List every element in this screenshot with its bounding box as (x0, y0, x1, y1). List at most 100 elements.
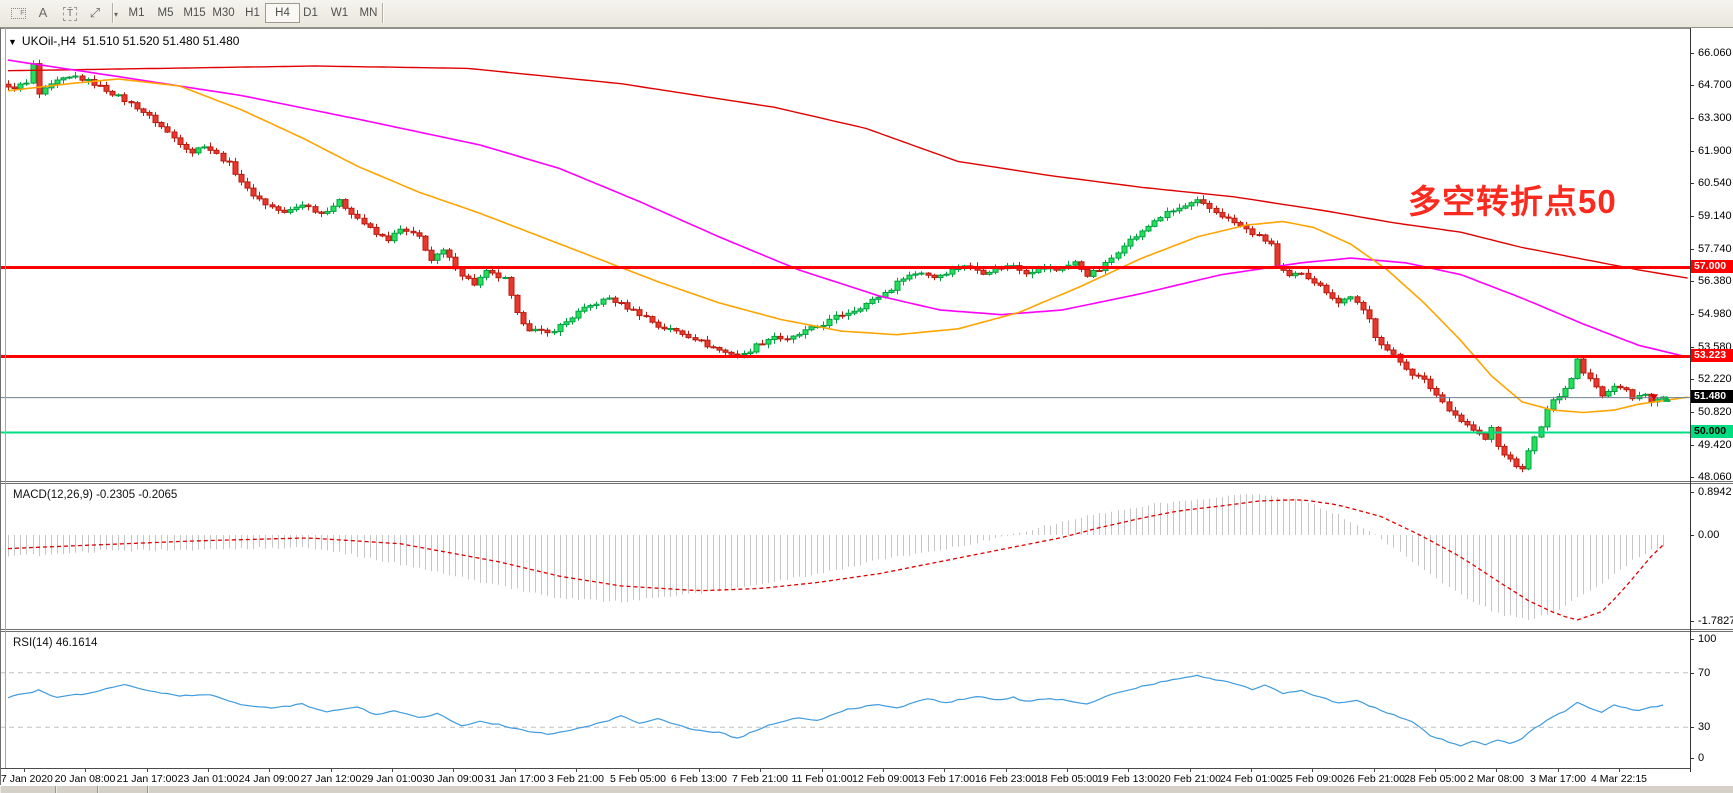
price-axis-line (1690, 28, 1691, 772)
dropdown-caret-icon[interactable]: ▾ (113, 10, 118, 19)
time-axis-label: 13 Feb 17:00 (913, 773, 975, 785)
time-axis-tick (453, 769, 454, 772)
timeframe-button-M1[interactable]: M1 (128, 7, 145, 19)
time-axis-tick (1496, 769, 1497, 772)
time-axis-label: 23 Jan 01:00 (177, 773, 239, 785)
price-axis-tick (1690, 673, 1694, 674)
time-axis-tick (638, 769, 639, 772)
macd-label: MACD(12,26,9) -0.2305 -0.2065 (13, 489, 178, 501)
time-axis-label: 12 Feb 09:00 (852, 773, 914, 785)
price-axis-label: 60.540 (1698, 177, 1732, 189)
timeframe-button-H1[interactable]: H1 (245, 7, 260, 19)
time-axis-tick (1312, 769, 1313, 772)
panel-separator (0, 483, 1733, 484)
price-axis-tick (1690, 445, 1694, 446)
rsi-plot (0, 672, 1690, 747)
time-axis-tick (1006, 769, 1007, 772)
rsi-panel[interactable]: RSI(14) 46.1614 (0, 632, 1690, 768)
time-axis-label: 25 Feb 09:00 (1281, 773, 1343, 785)
time-axis-tick (208, 769, 209, 772)
time-axis-label: 2 Mar 08:00 (1467, 773, 1525, 785)
time-axis-label: 11 Feb 01:00 (791, 773, 853, 785)
time-axis-tick (576, 769, 577, 772)
time-axis-label: 30 Jan 09:00 (422, 773, 484, 785)
text-label-tool-icon[interactable]: T (58, 3, 82, 23)
rsi-axis-label: 100 (1698, 633, 1717, 645)
time-axis-label: 3 Feb 21:00 (547, 773, 605, 785)
snap-to-grid-icon[interactable]: F (6, 3, 30, 23)
chart-tab[interactable] (0, 786, 56, 793)
time-axis-label: 4 Mar 22:15 (1590, 773, 1648, 785)
insert-text-icon[interactable]: A (38, 5, 48, 20)
arrow-objects-icon[interactable]: ⤢ (89, 5, 101, 20)
timeframe-button-M30[interactable]: M30 (212, 7, 235, 19)
macd-panel[interactable]: MACD(12,26,9) -0.2305 -0.2065 (0, 484, 1690, 629)
price-axis-tick (1690, 535, 1694, 536)
time-axis-label: 5 Feb 05:00 (609, 773, 667, 785)
rsi-axis-label: 30 (1698, 721, 1711, 733)
time-axis-tick (1558, 769, 1559, 772)
time-axis-tick (1067, 769, 1068, 772)
current-price-badge: 51.480 (1691, 390, 1733, 403)
price-axis-tick (1690, 281, 1694, 282)
price-axis-label: 49.420 (1698, 439, 1732, 451)
rsi-axis-label: 0 (1698, 752, 1705, 764)
time-axis-tick (85, 769, 86, 772)
toolbar-separator (112, 3, 114, 23)
price-axis-label: 50.820 (1698, 406, 1732, 418)
time-axis-tick (392, 769, 393, 772)
panel-separator (0, 631, 1733, 632)
time-axis-label: 28 Feb 05:00 (1404, 773, 1466, 785)
chart-tab-strip[interactable] (0, 785, 1733, 793)
timeframe-button-H4[interactable]: H4 (265, 3, 300, 23)
panel-separator (0, 481, 1733, 482)
time-axis-label: 24 Jan 09:00 (238, 773, 300, 785)
price-axis-label: 59.140 (1698, 210, 1732, 222)
time-axis-label: 31 Jan 17:00 (484, 773, 546, 785)
chart-tab[interactable] (98, 786, 148, 793)
price-axis-tick (1690, 492, 1694, 493)
timeframe-button-M5[interactable]: M5 (157, 7, 174, 19)
time-axis-tick (699, 769, 700, 772)
time-axis-label: 19 Feb 13:00 (1097, 773, 1159, 785)
timeframe-button-M15[interactable]: M15 (183, 7, 206, 19)
price-axis-tick (1690, 249, 1694, 250)
price-axis-tick (1690, 151, 1694, 152)
price-axis-label: 63.300 (1698, 112, 1732, 124)
time-axis-label: 18 Feb 05:00 (1036, 773, 1098, 785)
chart-annotation[interactable]: 多空转折点50 (1408, 183, 1617, 220)
timeframe-button-W1[interactable]: W1 (330, 7, 349, 19)
main-chart-panel[interactable]: ▼ UKOil-,H4 51.510 51.520 51.480 51.480 多… (0, 28, 1690, 482)
time-axis-tick (760, 769, 761, 772)
price-axis-tick (1690, 412, 1694, 413)
price-axis-tick (1690, 53, 1694, 54)
macd-axis-label: 0.8942 (1698, 486, 1732, 498)
toolbar: F A T ⤢ ▾ M1 M5 M15 M30 H1 H4 D1 W1 MN (0, 0, 1733, 28)
chart-tab[interactable] (56, 786, 98, 793)
time-axis-tick (515, 769, 516, 772)
price-axis-label: 66.060 (1698, 47, 1732, 59)
time-axis-label: 20 Feb 21:00 (1159, 773, 1221, 785)
chart-title-text: UKOil-,H4 51.510 51.520 51.480 51.480 (21, 34, 240, 48)
timeframe-button-D1[interactable]: D1 (303, 7, 318, 19)
price-axis-tick (1690, 621, 1694, 622)
time-axis-label: 16 Feb 23:00 (975, 773, 1037, 785)
time-axis-tick (331, 769, 332, 772)
time-axis-label: 21 Jan 17:00 (116, 773, 178, 785)
price-axis-tick (1690, 639, 1694, 640)
price-axis-label: 52.220 (1698, 373, 1732, 385)
timeframe-button-MN[interactable]: MN (359, 7, 378, 19)
window-left-edge (0, 28, 1, 785)
price-axis-tick (1690, 314, 1694, 315)
panel-separator (0, 629, 1733, 630)
time-axis-tick (1435, 769, 1436, 772)
time-axis-tick (1619, 769, 1620, 772)
candlestick-plot[interactable] (0, 29, 1690, 482)
macd-axis-label: -1.7827 (1698, 615, 1733, 627)
chart-tab[interactable] (148, 786, 1733, 793)
price-level-badge: 50.000 (1691, 425, 1733, 438)
price-axis-label: 64.700 (1698, 79, 1732, 91)
time-axis[interactable]: 17 Jan 2020 20 Jan 08:00 21 Jan 17:00 23 Ja… (0, 768, 1690, 786)
symbol-dropdown-icon[interactable]: ▼ (8, 37, 17, 47)
time-axis-label: 24 Feb 01:00 (1220, 773, 1282, 785)
